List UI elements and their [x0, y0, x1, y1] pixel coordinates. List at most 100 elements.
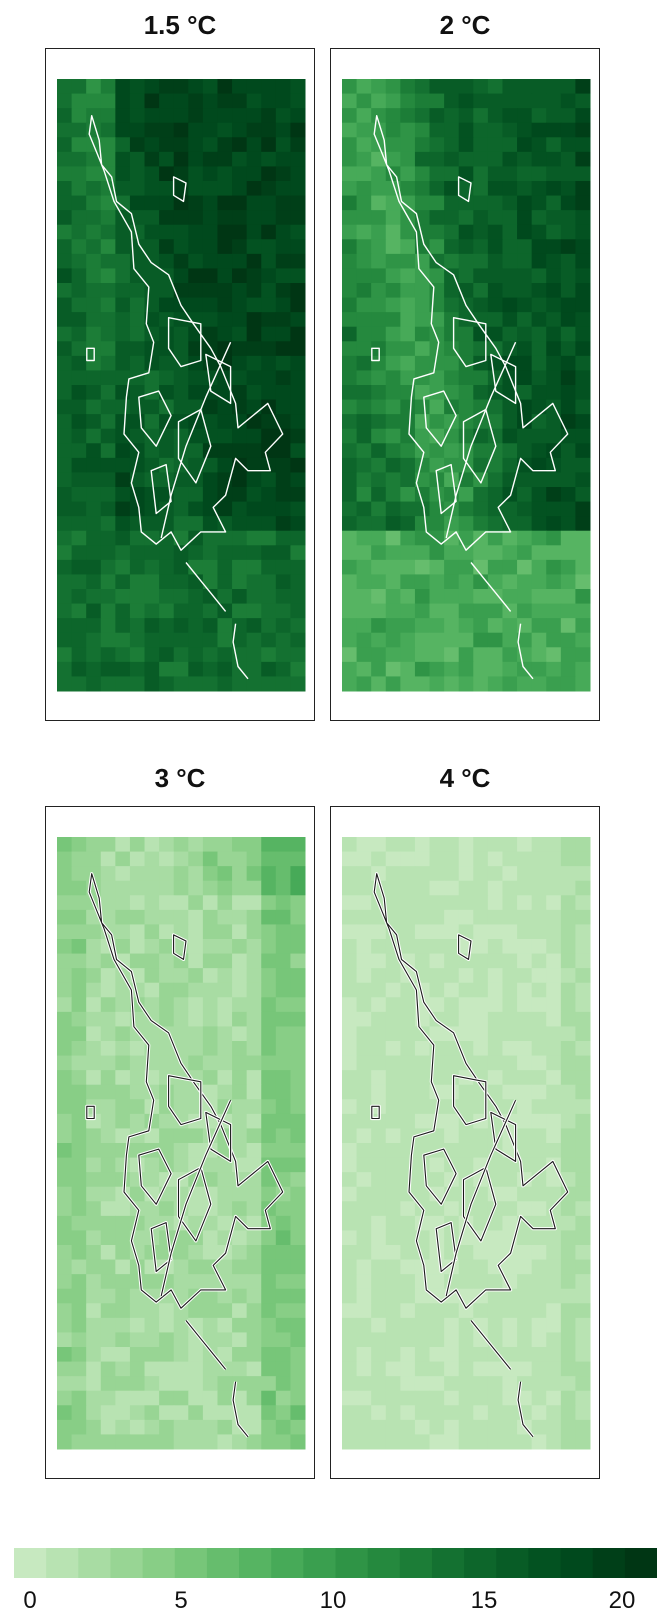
raster-cell — [429, 1405, 445, 1421]
raster-cell — [546, 837, 562, 853]
raster-cell — [575, 341, 591, 357]
raster-cell — [400, 166, 416, 182]
raster-cell — [129, 895, 146, 911]
raster-cell — [414, 501, 431, 517]
raster-cell — [290, 982, 306, 998]
raster-cell — [57, 224, 73, 240]
raster-cell — [414, 1376, 431, 1392]
raster-cell — [458, 895, 474, 911]
raster-cell — [560, 1113, 576, 1129]
raster-cell — [232, 108, 248, 124]
raster-cell — [202, 632, 218, 648]
raster-cell — [188, 472, 204, 488]
raster-cell — [342, 224, 358, 240]
raster-cell — [517, 1303, 533, 1319]
district-boundary — [462, 408, 497, 484]
raster-cell — [188, 953, 204, 969]
raster-cell — [115, 1405, 131, 1421]
raster-cell — [546, 880, 562, 896]
raster-cell — [144, 574, 160, 590]
raster-cell — [502, 1405, 518, 1421]
raster-cell — [575, 370, 591, 386]
raster-cell — [473, 953, 489, 969]
raster-cell — [290, 355, 306, 371]
raster-cell — [71, 953, 87, 969]
raster-cell — [546, 530, 562, 546]
raster-cell — [100, 326, 116, 342]
raster-cell — [202, 1230, 218, 1246]
raster-cell — [217, 1434, 233, 1450]
raster-cell — [129, 1376, 146, 1392]
raster-cell — [400, 1157, 416, 1173]
raster-cell — [356, 603, 372, 619]
raster-cell — [173, 676, 189, 692]
raster-cell — [356, 341, 372, 357]
raster-cell — [546, 443, 562, 459]
raster-cell — [290, 530, 306, 546]
raster-cell — [473, 283, 489, 299]
raster-cell — [473, 137, 489, 153]
raster-cell — [429, 443, 445, 459]
raster-cell — [71, 1419, 87, 1435]
raster-cell — [531, 1288, 547, 1304]
raster-cell — [173, 1084, 189, 1100]
raster-cell — [159, 895, 175, 911]
raster-cell — [261, 501, 277, 517]
raster-cell — [385, 355, 401, 371]
raster-cell — [202, 1390, 218, 1406]
raster-cell — [159, 1361, 175, 1377]
raster-cell — [159, 341, 175, 357]
raster-cell — [458, 1099, 474, 1115]
raster-cell — [71, 632, 87, 648]
raster-cell — [531, 341, 547, 357]
raster-cell — [531, 1434, 547, 1450]
raster-cell — [356, 1230, 372, 1246]
raster-cell — [290, 1011, 306, 1027]
raster-cell — [188, 516, 204, 532]
raster-cell — [173, 326, 189, 342]
raster-cell — [531, 866, 547, 882]
raster-cell — [487, 1303, 503, 1319]
raster-cell — [86, 837, 102, 853]
raster-cell — [275, 982, 291, 998]
raster-cell — [232, 982, 248, 998]
raster-cell — [531, 618, 547, 634]
raster-cell — [546, 1113, 562, 1129]
raster-cell — [202, 224, 218, 240]
raster-cell — [502, 1011, 518, 1027]
raster-cell — [371, 1245, 387, 1261]
raster-cell — [575, 151, 591, 167]
raster-cell — [560, 647, 576, 663]
raster-cell — [202, 939, 218, 955]
raster-cell — [57, 399, 73, 415]
raster-cell — [100, 224, 116, 240]
raster-cell — [400, 1172, 416, 1188]
raster-cell — [290, 1026, 306, 1042]
raster-cell — [385, 239, 401, 255]
raster-cell — [517, 982, 533, 998]
raster-cell — [232, 632, 248, 648]
raster-cell — [246, 1230, 262, 1246]
raster-cell — [261, 1099, 277, 1115]
raster-cell — [129, 297, 146, 313]
raster-cell — [246, 603, 262, 619]
raster-cell — [100, 341, 116, 357]
raster-cell — [71, 880, 87, 896]
raster-cell — [444, 1070, 460, 1086]
raster-cell — [246, 545, 262, 561]
raster-cell — [502, 516, 518, 532]
raster-cell — [473, 866, 489, 882]
raster-cell — [560, 268, 576, 284]
raster-cell — [290, 414, 306, 430]
raster-cell — [202, 1274, 218, 1290]
raster-cell — [188, 268, 204, 284]
raster-cell — [275, 1157, 291, 1173]
raster-cell — [246, 1347, 262, 1363]
raster-cell — [115, 559, 131, 575]
raster-cell — [342, 1259, 358, 1275]
raster-cell — [560, 1361, 576, 1377]
raster-cell — [385, 268, 401, 284]
raster-cell — [487, 574, 503, 590]
raster-cell — [232, 618, 248, 634]
raster-cell — [546, 355, 562, 371]
